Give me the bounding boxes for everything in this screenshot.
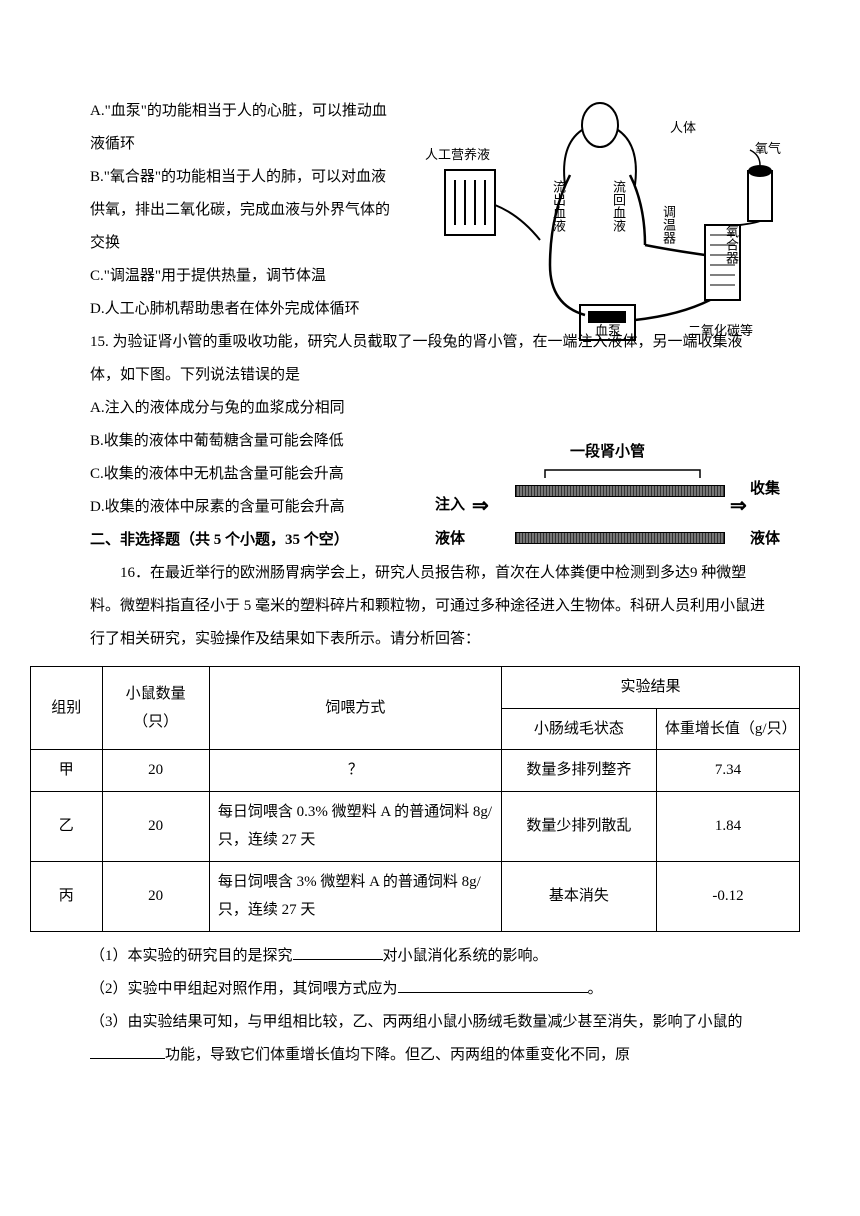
th-group: 组别 — [31, 667, 103, 750]
q16-sub2: （2）实验中甲组起对照作用，其饲喂方式应为 。 — [90, 973, 770, 1006]
kidney-tubule-diagram: 一段肾小管 注入 ⇒ 液体 收集 ⇒ 液体 — [420, 440, 795, 580]
experiment-table: 组别 小鼠数量（只） 饲喂方式 实验结果 小肠绒毛状态 体重增长值（g/只） 甲… — [30, 666, 800, 932]
cell-villi-1: 数量少排列散乱 — [501, 791, 656, 861]
label-inflow: 流回血液 — [610, 180, 626, 232]
d2-arrow-right: ⇒ — [730, 496, 747, 516]
th-result: 实验结果 — [501, 667, 799, 709]
cell-villi-0: 数量多排列整齐 — [501, 750, 656, 792]
cell-weight-0: 7.34 — [656, 750, 799, 792]
table-row-jia: 甲 20 ？ 数量多排列整齐 7.34 — [31, 750, 800, 792]
cell-group-1: 乙 — [31, 791, 103, 861]
q14-optD: D.人工心肺机帮助患者在体外完成体循环 — [90, 293, 400, 326]
th-villi: 小肠绒毛状态 — [501, 708, 656, 750]
q14-options: A."血泵"的功能相当于人的心脏，可以推动血液循环 B."氧合器"的功能相当于人… — [90, 95, 400, 326]
q16-sub1-a: （1）本实验的研究目的是探究 — [90, 948, 293, 964]
blank1[interactable] — [293, 959, 383, 960]
cell-count-2: 20 — [102, 861, 209, 931]
d2-collect: 收集 — [750, 480, 780, 498]
d2-inject: 注入 — [435, 496, 465, 514]
cell-group-0: 甲 — [31, 750, 103, 792]
q14-optC: C."调温器"用于提供热量，调节体温 — [90, 260, 400, 293]
cell-group-2: 丙 — [31, 861, 103, 931]
q14-optA: A."血泵"的功能相当于人的心脏，可以推动血液循环 — [90, 95, 400, 161]
table-row-yi: 乙 20 每日饲喂含 0.3% 微塑料 A 的普通饲料 8g/只，连续 27 天… — [31, 791, 800, 861]
q14-optB: B."氧合器"的功能相当于人的肺，可以对血液供氧，排出二氧化碳，完成血液与外界气… — [90, 161, 400, 260]
q16-sub2-a: （2）实验中甲组起对照作用，其饲喂方式应为 — [90, 981, 398, 997]
q15-optD: D.收集的液体中尿素的含量可能会升高 — [90, 491, 390, 524]
d2-title: 一段肾小管 — [570, 445, 645, 460]
q16-sub2-b: 。 — [588, 981, 603, 997]
label-warmer: 调温器 — [660, 205, 676, 244]
q16-sub3: （3）由实验结果可知，与甲组相比较，乙、丙两组小鼠小肠绒毛数量减少甚至消失，影响… — [90, 1006, 770, 1072]
cell-weight-1: 1.84 — [656, 791, 799, 861]
q16-sub1: （1）本实验的研究目的是探究 对小鼠消化系统的影响。 — [90, 940, 770, 973]
d2-liquid-left: 液体 — [435, 530, 465, 548]
cell-feed-0: ？ — [209, 750, 501, 792]
blank2[interactable] — [398, 992, 588, 993]
table-row-bing: 丙 20 每日饲喂含 3% 微塑料 A 的普通饲料 8g/只，连续 27 天 基… — [31, 861, 800, 931]
q15-options: A.注入的液体成分与兔的血浆成分相同 B.收集的液体中葡萄糖含量可能会降低 C.… — [90, 392, 390, 524]
th-count: 小鼠数量（只） — [102, 667, 209, 750]
cell-count-1: 20 — [102, 791, 209, 861]
cell-villi-2: 基本消失 — [501, 861, 656, 931]
label-oxygenator: 氧合器 — [723, 225, 739, 264]
table-header-row1: 组别 小鼠数量（只） 饲喂方式 实验结果 — [31, 667, 800, 709]
q16-sub3-a: （3）由实验结果可知，与甲组相比较，乙、丙两组小鼠小肠绒毛数量减少甚至消失，影响… — [90, 1014, 743, 1030]
cell-feed-1: 每日饲喂含 0.3% 微塑料 A 的普通饲料 8g/只，连续 27 天 — [209, 791, 501, 861]
cell-feed-2: 每日饲喂含 3% 微塑料 A 的普通饲料 8g/只，连续 27 天 — [209, 861, 501, 931]
d2-arrow-left: ⇒ — [472, 496, 489, 516]
label-body: 人体 — [670, 120, 696, 136]
th-weight: 体重增长值（g/只） — [656, 708, 799, 750]
label-pump: 血泵 — [595, 323, 621, 339]
blank3[interactable] — [90, 1058, 165, 1059]
th-feed: 饲喂方式 — [209, 667, 501, 750]
q16-sub1-b: 对小鼠消化系统的影响。 — [383, 948, 548, 964]
heart-lung-diagram: 人工营养液 人体 氧气 流出血液 流回血液 调温器 氧合器 血泵 二氧化碳等 — [420, 95, 790, 355]
q15-optC: C.收集的液体中无机盐含量可能会升高 — [90, 458, 390, 491]
label-co2: 二氧化碳等 — [688, 323, 753, 339]
label-oxygen: 氧气 — [755, 141, 781, 157]
d2-liquid-right: 液体 — [750, 530, 780, 548]
label-outflow: 流出血液 — [550, 180, 566, 232]
q16-sub3-b: 功能，导致它们体重增长值均下降。但乙、丙两组的体重变化不同，原 — [165, 1047, 630, 1063]
label-nutrient: 人工营养液 — [425, 147, 490, 163]
q15-optA: A.注入的液体成分与兔的血浆成分相同 — [90, 392, 390, 425]
cell-weight-2: -0.12 — [656, 861, 799, 931]
q15-optB: B.收集的液体中葡萄糖含量可能会降低 — [90, 425, 390, 458]
cell-count-0: 20 — [102, 750, 209, 792]
